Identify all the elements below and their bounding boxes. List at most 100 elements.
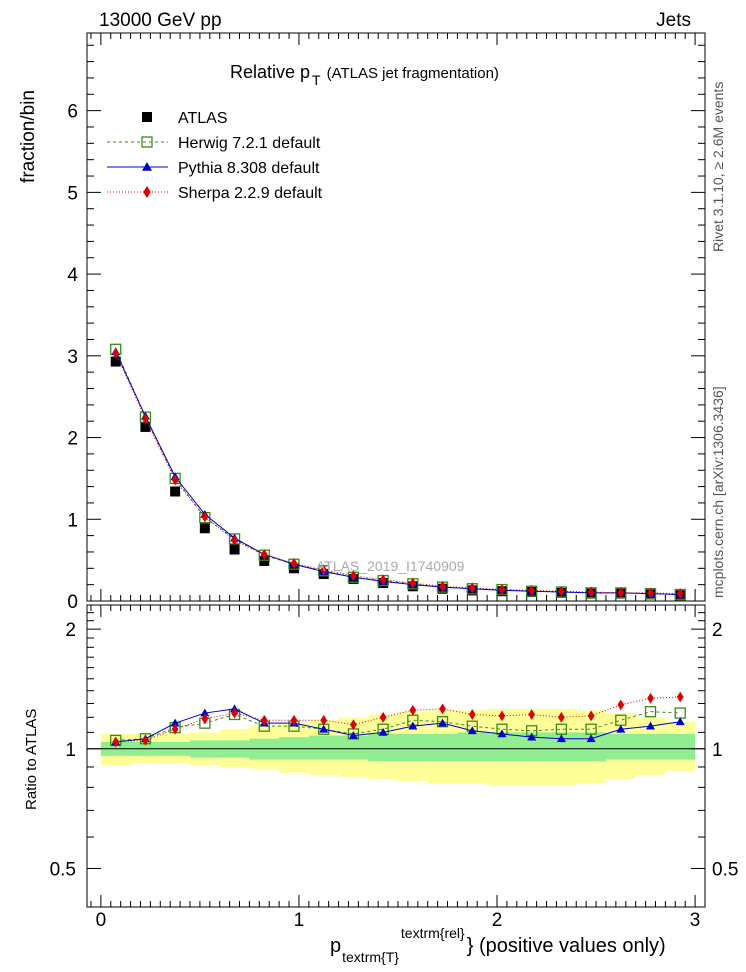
y-tick-label: 0: [67, 592, 78, 613]
y-tick-label: 3: [67, 347, 78, 368]
ratio-point: [585, 723, 597, 735]
ratio-point: [436, 716, 449, 728]
ratio-point: [200, 708, 210, 717]
ratio-point: [379, 711, 387, 723]
ratio-plot-frame: [86, 604, 706, 908]
ratio-point: [647, 692, 654, 704]
ratio-plot: 0.5 0.5 1 1 2 2 0 1 2 3 Ratio to ATLAS ptextrm{T}…: [23, 604, 738, 965]
y-tick-label: 2: [67, 429, 78, 450]
y-tick-label: 5: [67, 183, 78, 204]
ratio-series-herwig-7-2-1-default: [110, 706, 686, 747]
ratio-point: [201, 713, 209, 725]
ratio-point: [646, 721, 656, 730]
legend-label: Pythia 8.308 default: [178, 160, 320, 177]
main-plot: 0 1 2 3 4 5 6 fraction/bin Relative p T (ATLAS j…: [18, 32, 706, 613]
ratio-point: [644, 706, 657, 718]
data-point: [409, 577, 417, 589]
ratio-point: [350, 719, 357, 731]
ratio-point: [171, 723, 179, 735]
ratio-point: [320, 714, 328, 726]
ratio-point: [142, 734, 149, 746]
ratio-point: [468, 709, 476, 720]
main-plot-series: [110, 343, 686, 601]
data-point: [142, 413, 149, 425]
ratio-point: [558, 711, 565, 723]
mcplots-label: mcplots.cern.ch [arXiv:1306.3436]: [710, 386, 726, 598]
x-tick-label: 0: [96, 910, 107, 931]
ratio-point: [528, 709, 536, 720]
ratio-point: [676, 691, 684, 703]
ratio-point: [170, 718, 180, 727]
ratio-plot-series: [110, 691, 686, 748]
data-point: [528, 584, 536, 596]
ratio-ylabel: Ratio to ATLAS: [23, 709, 40, 810]
data-point: [587, 586, 595, 598]
ratio-point: [260, 714, 268, 726]
data-point: [170, 486, 181, 497]
ratio-point: [556, 734, 566, 743]
data-point: [320, 564, 328, 576]
data-point: [379, 574, 387, 586]
legend-item-atlas: ATLAS: [142, 110, 228, 127]
legend: ATLAS Herwig 7.2.1 default Pythia 8.308 de…: [107, 110, 323, 202]
x-tick-label: 2: [492, 910, 503, 931]
ratio-point: [467, 726, 477, 735]
ratio-point: [409, 704, 417, 716]
legend-item-sherpa-2-2-9-default: Sherpa 2.2.9 default: [107, 185, 323, 202]
data-point: [112, 347, 120, 359]
legend-label: Herwig 7.2.1 default: [178, 135, 321, 152]
ratio-point: [231, 707, 238, 719]
data-point: [199, 523, 210, 534]
data-point: [140, 421, 151, 432]
legend-marker: [143, 186, 151, 198]
ratio-point: [527, 732, 537, 741]
data-point: [350, 570, 357, 582]
main-plot-ticks: 0 1 2 3 4 5 6: [67, 33, 705, 613]
data-point: [676, 588, 684, 600]
ratio-uncertainty-bands: [100, 708, 696, 786]
inner-band: [100, 732, 696, 762]
legend-marker: [142, 162, 152, 171]
series-line: [115, 351, 681, 595]
ratio-point: [348, 731, 358, 739]
ratio-point: [587, 710, 595, 722]
legend-item-herwig-7-2-1-default: Herwig 7.2.1 default: [107, 135, 321, 152]
legend-label: ATLAS: [178, 110, 228, 127]
ratio-y-tick-label-right: 1: [712, 740, 723, 761]
ratio-point: [555, 723, 568, 735]
y-tick-label: 1: [67, 510, 78, 531]
x-axis-label: ptextrm{T}textrm{rel}} (positive values …: [330, 925, 666, 965]
data-point: [201, 511, 209, 523]
legend-marker: [142, 112, 152, 122]
main-title: Relative p T (ATLAS jet fragmentation): [230, 62, 499, 88]
ratio-point: [497, 729, 507, 738]
ratio-point: [586, 734, 596, 743]
ratio-point: [498, 710, 506, 722]
legend-marker: [141, 136, 153, 148]
data-point: [110, 356, 121, 367]
ratio-point: [112, 736, 120, 748]
ratio-point: [616, 724, 626, 733]
data-point: [231, 535, 238, 546]
data-point: [617, 587, 625, 599]
ratio-point: [408, 721, 418, 730]
ratio-point: [378, 727, 388, 736]
data-point: [468, 582, 476, 594]
y-tick-label: 4: [67, 265, 78, 286]
main-ylabel: fraction/bin: [18, 90, 39, 183]
legend-item-pythia-8-308-default: Pythia 8.308 default: [107, 160, 320, 177]
ratio-y-tick-label-right: 0.5: [712, 859, 738, 880]
ratio-y-tick-label: 1: [65, 740, 76, 761]
x-tick-label: 3: [690, 910, 701, 931]
ratio-y-tick-label: 2: [65, 620, 76, 641]
ratio-series-sherpa-2-2-9-default: [112, 691, 684, 748]
series-line: [115, 349, 681, 595]
data-point: [647, 587, 654, 599]
data-point: [260, 549, 268, 560]
x-tick-label: 1: [294, 910, 305, 931]
rivet-label: Rivet 3.1.10, ≥ 2.6M events: [710, 82, 726, 252]
ratio-line: [115, 708, 681, 743]
ratio-y-tick-label: 0.5: [50, 859, 76, 880]
ratio-point: [438, 718, 448, 727]
